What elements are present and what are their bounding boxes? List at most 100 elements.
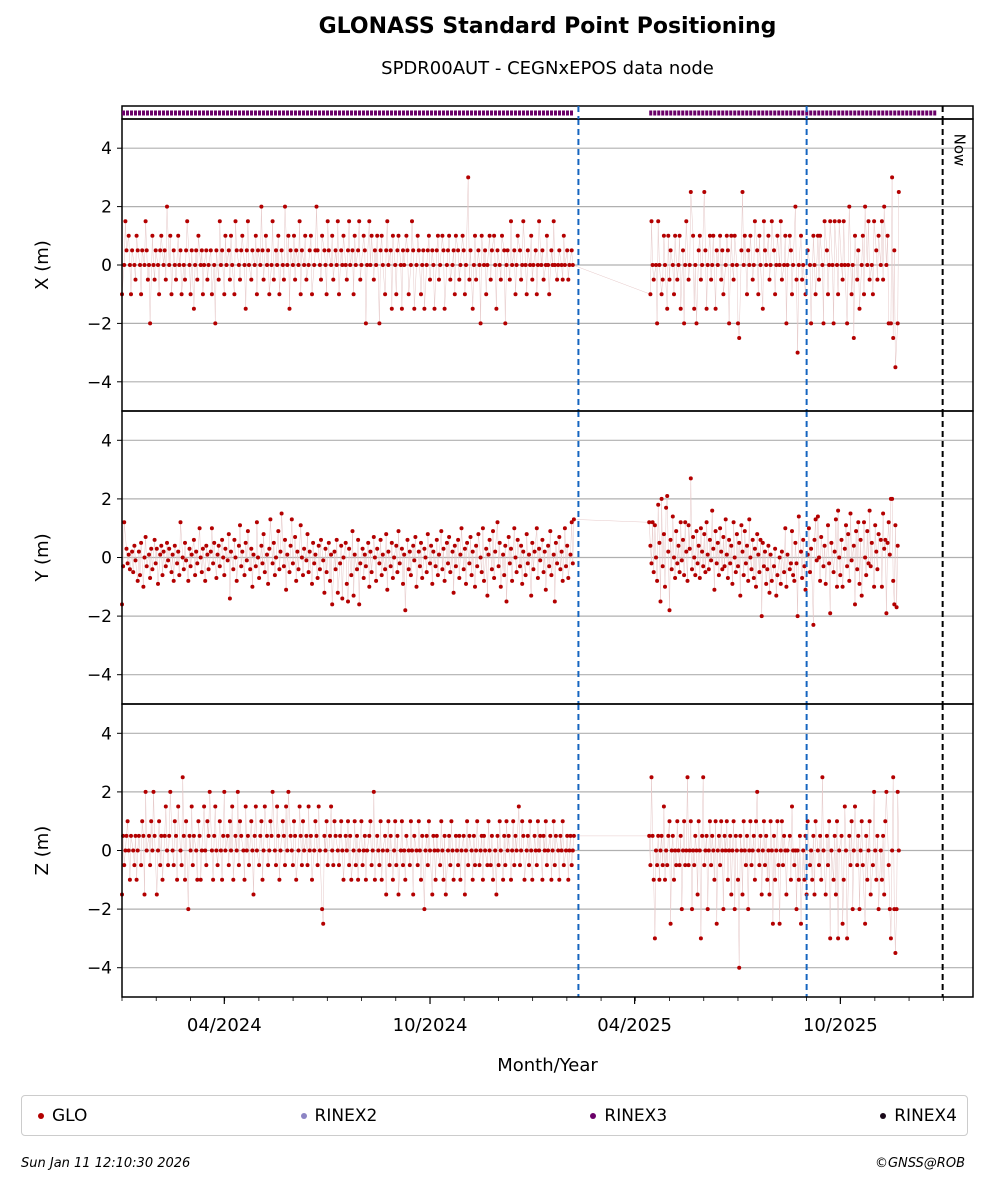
data-point (283, 537, 287, 542)
data-point (701, 775, 706, 780)
data-point (129, 833, 133, 838)
data-point (696, 543, 701, 548)
data-point (535, 819, 540, 824)
data-point (310, 877, 314, 882)
data-point (335, 848, 340, 853)
data-point (464, 848, 468, 853)
data-point (819, 877, 824, 882)
data-point (184, 558, 189, 563)
data-point (887, 552, 892, 557)
x-tick-label: 04/2025 (597, 1015, 672, 1036)
data-point (200, 546, 205, 551)
data-point (694, 321, 699, 326)
data-point (368, 263, 373, 267)
data-point (867, 819, 872, 824)
data-point (377, 561, 382, 566)
data-point (226, 863, 231, 868)
data-point (161, 263, 166, 267)
y-axis-label: Y (m) (32, 533, 53, 582)
data-point (314, 204, 319, 209)
data-point (518, 564, 522, 569)
data-point (242, 573, 247, 578)
legend-item-rinex4: RINEX4 (880, 1106, 957, 1126)
data-point (854, 529, 859, 534)
data-point (495, 520, 500, 525)
data-point (765, 877, 770, 882)
data-point (764, 833, 769, 838)
data-point (304, 833, 309, 838)
data-point (866, 219, 871, 224)
data-point (725, 576, 730, 580)
data-point (512, 526, 517, 531)
data-point (779, 277, 784, 282)
data-point (352, 552, 357, 557)
data-point (752, 219, 757, 224)
data-point (849, 292, 854, 297)
data-point (832, 219, 837, 224)
data-point (656, 219, 661, 224)
data-point (847, 833, 852, 838)
data-point (315, 863, 320, 868)
data-point (756, 848, 761, 853)
data-point (656, 502, 661, 507)
data-point (390, 877, 395, 882)
data-point (551, 552, 556, 557)
data-point (394, 863, 399, 868)
data-point (384, 532, 389, 537)
data-point (390, 576, 395, 580)
data-point (787, 567, 792, 572)
data-point (127, 263, 132, 267)
data-point (549, 573, 554, 578)
data-point (719, 819, 724, 824)
data-point (304, 558, 309, 563)
data-point (473, 584, 477, 589)
data-point (833, 892, 838, 897)
data-point (194, 549, 199, 554)
data-point (361, 233, 366, 238)
data-point (831, 570, 836, 575)
data-point (457, 833, 462, 838)
data-point (718, 863, 723, 868)
data-point (560, 277, 565, 282)
data-point (144, 248, 149, 253)
data-point (406, 567, 411, 572)
data-point (247, 263, 251, 267)
data-point (866, 561, 871, 566)
data-point (675, 561, 680, 566)
data-point (191, 537, 196, 542)
data-point (777, 921, 782, 926)
data-point (313, 819, 318, 824)
data-point (555, 277, 560, 282)
data-point (893, 523, 898, 528)
data-point (446, 561, 450, 566)
data-point (859, 263, 864, 267)
data-point (480, 877, 485, 882)
data-point (214, 576, 219, 580)
data-point (779, 549, 784, 554)
data-point (355, 567, 359, 572)
data-point (873, 848, 878, 853)
data-point (298, 833, 303, 838)
data-point (234, 848, 239, 853)
data-point (688, 819, 693, 824)
data-point (168, 233, 173, 238)
data-point (836, 292, 841, 297)
data-point (414, 584, 419, 589)
data-point (896, 190, 901, 194)
y-tick-label: −4 (87, 666, 112, 686)
data-point (413, 535, 418, 539)
data-point (302, 263, 307, 267)
data-point (306, 263, 311, 267)
data-point (540, 537, 545, 542)
data-point (547, 564, 552, 569)
data-point (259, 543, 264, 548)
data-point (258, 263, 263, 267)
data-point (312, 848, 317, 853)
data-point (395, 570, 400, 575)
data-point (218, 263, 223, 267)
data-point (784, 892, 789, 897)
data-point (502, 248, 507, 253)
data-point (403, 877, 408, 882)
legend: GLO RINEX2 RINEX3 RINEX4 (21, 1095, 968, 1136)
data-point (444, 540, 449, 545)
